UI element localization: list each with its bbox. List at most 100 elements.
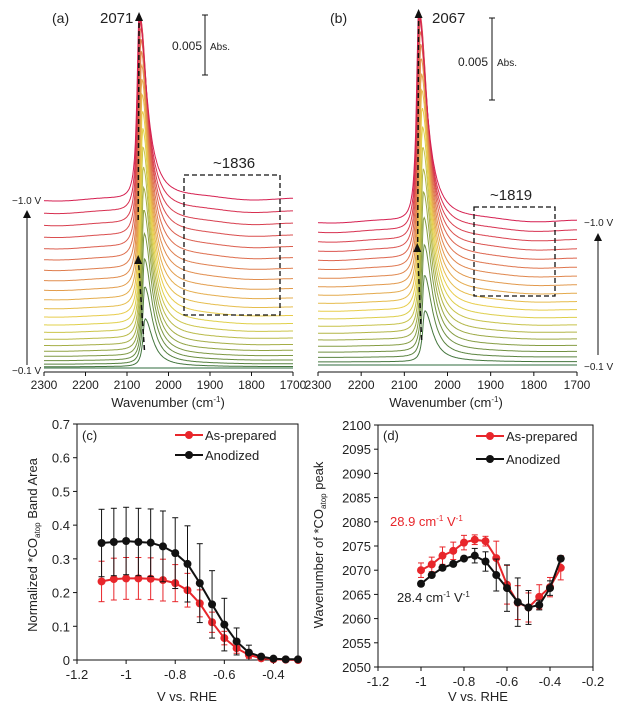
data-point — [460, 538, 468, 547]
panel-label: (d) — [383, 428, 399, 443]
x-tick-label: 2000 — [155, 378, 182, 392]
spectrum-line — [44, 128, 293, 326]
scale-unit: Abs. — [497, 58, 517, 69]
data-point — [503, 584, 511, 593]
y-tick-label: 2100 — [342, 418, 371, 433]
potential-top-label: −1.0 V — [12, 196, 42, 207]
data-point — [97, 539, 106, 548]
y-tick-label: 0.4 — [52, 518, 70, 533]
x-tick-label: -1.2 — [66, 667, 88, 682]
data-point — [470, 535, 479, 544]
spectrum-line — [44, 286, 293, 365]
arrowhead-icon — [135, 12, 144, 21]
x-tick-label: 1900 — [477, 378, 504, 392]
series-anodized — [97, 506, 302, 664]
scale-value: 0.005 — [172, 39, 202, 53]
x-axis-label: V vs. RHE — [157, 689, 217, 704]
spectrum-line — [44, 63, 293, 292]
y-axis-label: Wavenumber of *COatop peak — [311, 461, 328, 628]
data-point — [513, 598, 522, 607]
plot-frame — [76, 423, 299, 661]
spectrum-line — [317, 43, 577, 279]
y-tick-label: 2090 — [342, 466, 371, 481]
y-tick-label: 0.7 — [52, 417, 70, 432]
data-point — [122, 536, 131, 545]
y-tick-label: 2085 — [342, 491, 371, 506]
data-point — [109, 538, 118, 546]
spectrum-line — [44, 38, 293, 272]
x-tick-label: 2300 — [31, 378, 58, 392]
x-tick-label: -0.6 — [496, 674, 518, 689]
spectrum-line — [44, 257, 293, 362]
spectrum-line — [44, 166, 293, 340]
y-tick-label: 2060 — [342, 612, 371, 627]
y-tick-label: 2065 — [342, 587, 371, 602]
panel-a-spectra: (a) 2071 ~1836 0.005 Abs. −1.0 V −0.1 V … — [12, 10, 307, 410]
arrowhead-icon — [414, 9, 423, 18]
data-point — [492, 571, 501, 580]
panel-label: (b) — [330, 10, 347, 26]
data-point — [97, 577, 106, 586]
spectrum-line — [44, 92, 293, 310]
x-tick-label: 2200 — [72, 378, 99, 392]
y-tick-label: 0.1 — [52, 619, 70, 634]
data-point — [183, 559, 192, 568]
x-tick-label: 2000 — [434, 378, 461, 392]
data-point — [257, 652, 266, 661]
data-point — [535, 601, 544, 610]
spectrum-line — [318, 190, 577, 341]
data-point — [134, 574, 143, 583]
y-tick-label: 0.3 — [52, 552, 70, 567]
x-tick-label: 1800 — [238, 378, 265, 392]
y-tick-label: 2095 — [342, 442, 371, 457]
spectrum-line — [44, 317, 293, 368]
spectrum-line — [44, 16, 293, 227]
spectrum-line — [317, 58, 577, 288]
spectrum-line — [318, 309, 577, 363]
data-point — [244, 648, 253, 657]
data-point — [492, 554, 501, 563]
data-point — [556, 554, 565, 563]
peak-shift-arrow — [416, 15, 420, 243]
legend-marker — [486, 432, 494, 440]
y-tick-label: 2050 — [342, 660, 371, 675]
y-tick-label: 2070 — [342, 563, 371, 578]
panel-label: (a) — [52, 10, 69, 26]
x-tick-label: 1700 — [280, 378, 307, 392]
x-tick-label: 1700 — [564, 378, 591, 392]
panel-b-spectra: (b) 2067 ~1819 0.005 Abs. −1.0 V −0.1 V … — [305, 9, 614, 410]
data-point — [294, 655, 302, 664]
peak-label: 2071 — [100, 10, 133, 27]
spectrum-line — [43, 50, 293, 282]
x-tick-label: -0.8 — [164, 667, 186, 682]
data-point — [427, 571, 436, 580]
data-point — [417, 579, 425, 588]
spectrum-line — [44, 111, 293, 318]
data-point — [427, 560, 436, 569]
spectrum-line — [318, 168, 577, 334]
data-point — [470, 551, 479, 560]
data-point — [535, 592, 544, 601]
data-point — [269, 654, 278, 663]
y-tick-label: 2055 — [342, 636, 371, 651]
spectrum-line — [318, 31, 577, 270]
data-point — [481, 557, 490, 566]
spectrum-line — [318, 12, 577, 252]
spectrum-line — [317, 13, 578, 224]
legend-label-anodized: Anodized — [205, 448, 259, 463]
data-point — [146, 538, 155, 547]
spectrum-line — [318, 18, 577, 262]
x-tick-label: 2100 — [391, 378, 418, 392]
spectrum-line — [43, 15, 294, 202]
slope-annotation-as-prepared: 28.9 cm-1 V-1 — [390, 514, 463, 529]
y-tick-label: 0.6 — [52, 451, 70, 466]
x-tick-label: 2100 — [114, 378, 141, 392]
y-tick-label: 0.2 — [52, 586, 70, 601]
spectrum-line — [44, 27, 293, 261]
x-tick-label: -0.4 — [539, 674, 561, 689]
spectrum-line — [44, 146, 293, 333]
spectrum-line — [318, 243, 577, 353]
legend-label-as-prepared: As-prepared — [506, 429, 578, 444]
data-point — [438, 551, 447, 560]
